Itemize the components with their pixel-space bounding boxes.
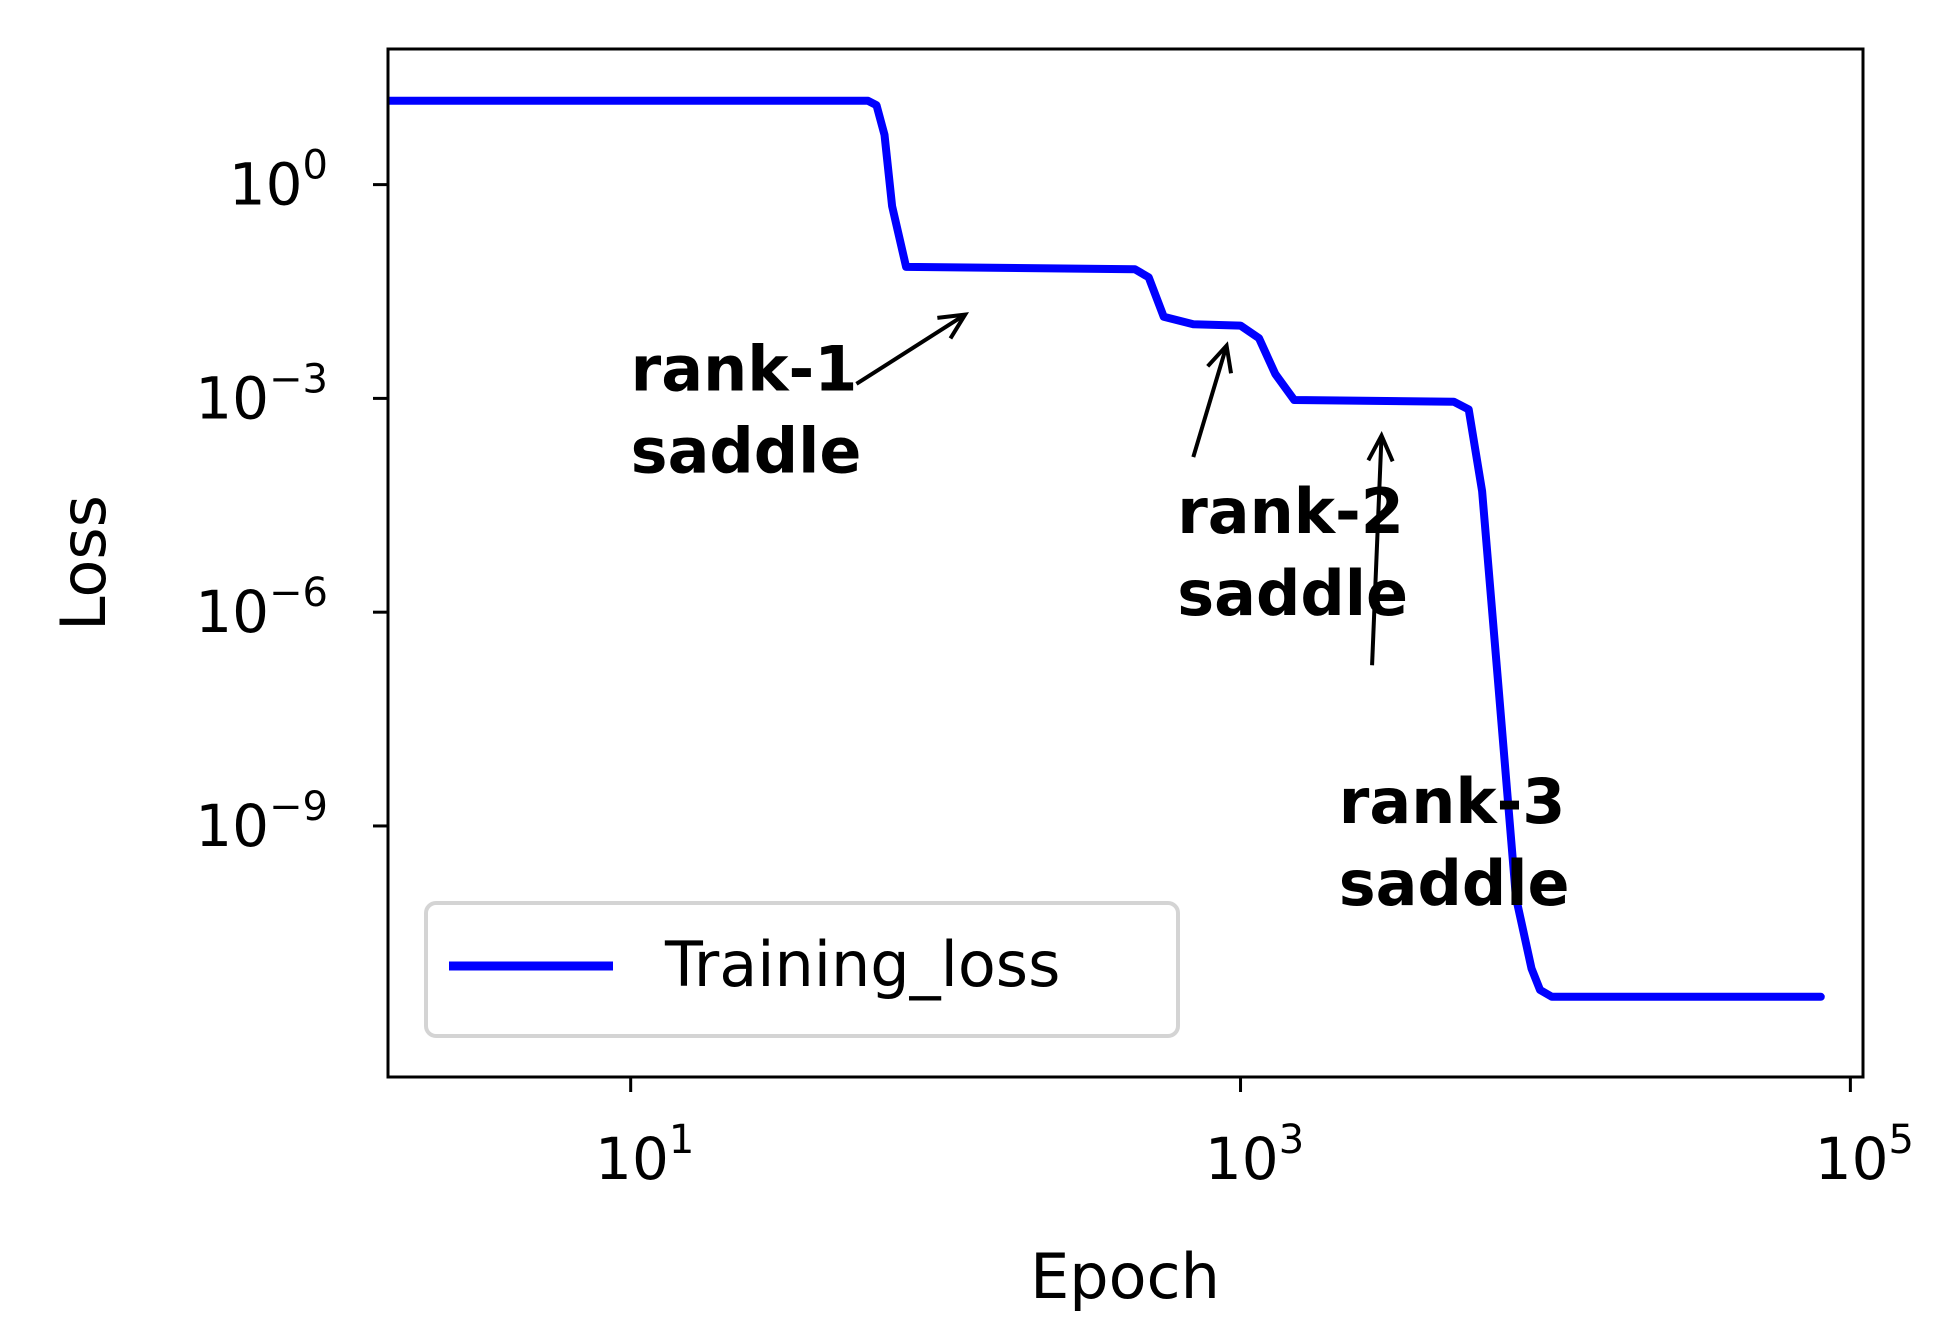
annotation-label: rank-2	[1177, 475, 1404, 548]
x-tick-label: 105	[1815, 1117, 1914, 1193]
y-tick-label: 10−9	[195, 784, 328, 860]
x-tick-label: 101	[595, 1117, 694, 1193]
plot-frame	[386, 47, 1865, 1079]
x-axis-label: Epoch	[1030, 1240, 1220, 1313]
annotation-arrow	[1191, 345, 1229, 458]
x-tick-label: 103	[1205, 1117, 1304, 1193]
y-tick-label: 10−3	[195, 356, 328, 432]
legend: Training_loss	[424, 901, 1180, 1038]
series-line-0	[388, 96, 1825, 1001]
annotation-label: rank-3	[1339, 765, 1566, 838]
annotation-arrow	[855, 312, 967, 386]
annotation-label: saddle	[1177, 557, 1408, 630]
annotation-label: saddle	[631, 414, 862, 487]
annotation-arrowhead	[1206, 341, 1234, 374]
y-tick-label: 100	[229, 143, 328, 219]
legend-label-training-loss: Training_loss	[664, 928, 1060, 1001]
y-tick-label: 10−6	[195, 570, 328, 646]
annotation-label: rank-1	[631, 332, 858, 405]
annotation-arrow	[1370, 435, 1384, 666]
annotation-arrowhead	[937, 312, 970, 340]
annotation-label: saddle	[1339, 847, 1570, 920]
legend-box	[424, 901, 1180, 1038]
annotation-arrowhead	[1366, 431, 1395, 463]
y-axis-label: Loss	[47, 495, 120, 631]
